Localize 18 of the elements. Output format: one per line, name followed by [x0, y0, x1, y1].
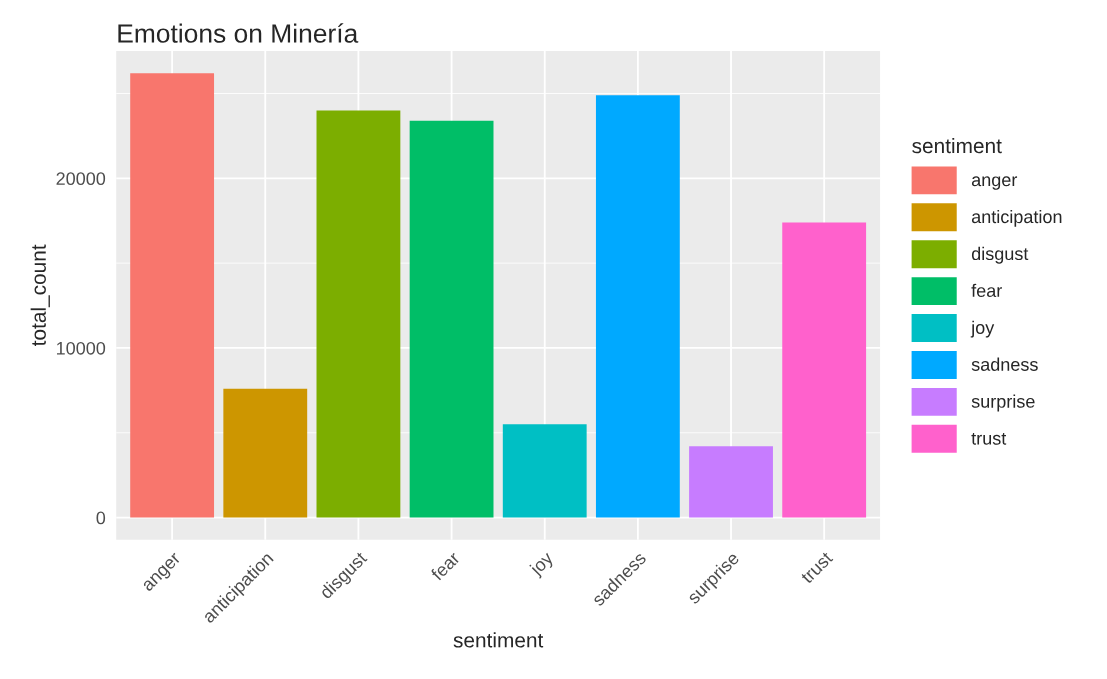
- legend-title: sentiment: [912, 137, 1002, 154]
- legend-label: trust: [971, 432, 1007, 445]
- y-tick-label: 10000: [56, 341, 106, 355]
- legend-label: sadness: [971, 357, 1038, 371]
- y-axis-title: total_count: [30, 244, 50, 347]
- legend-label: joy: [970, 320, 995, 338]
- x-tick-label: trust: [800, 551, 834, 585]
- legend-label: fear: [971, 283, 1002, 298]
- x-tick-label: joy: [528, 550, 557, 579]
- legend-label: surprise: [971, 394, 1035, 412]
- chart-title: Emotions on Minería: [118, 23, 359, 43]
- y-tick-label: 20000: [56, 172, 106, 186]
- legend-label: disgust: [971, 246, 1029, 264]
- legend-label: anticipation: [971, 209, 1062, 227]
- x-axis-title: sentiment: [453, 632, 544, 648]
- y-tick-label: 0: [96, 511, 106, 525]
- legend-label: anger: [971, 176, 1018, 190]
- x-tick-label: fear: [429, 550, 461, 582]
